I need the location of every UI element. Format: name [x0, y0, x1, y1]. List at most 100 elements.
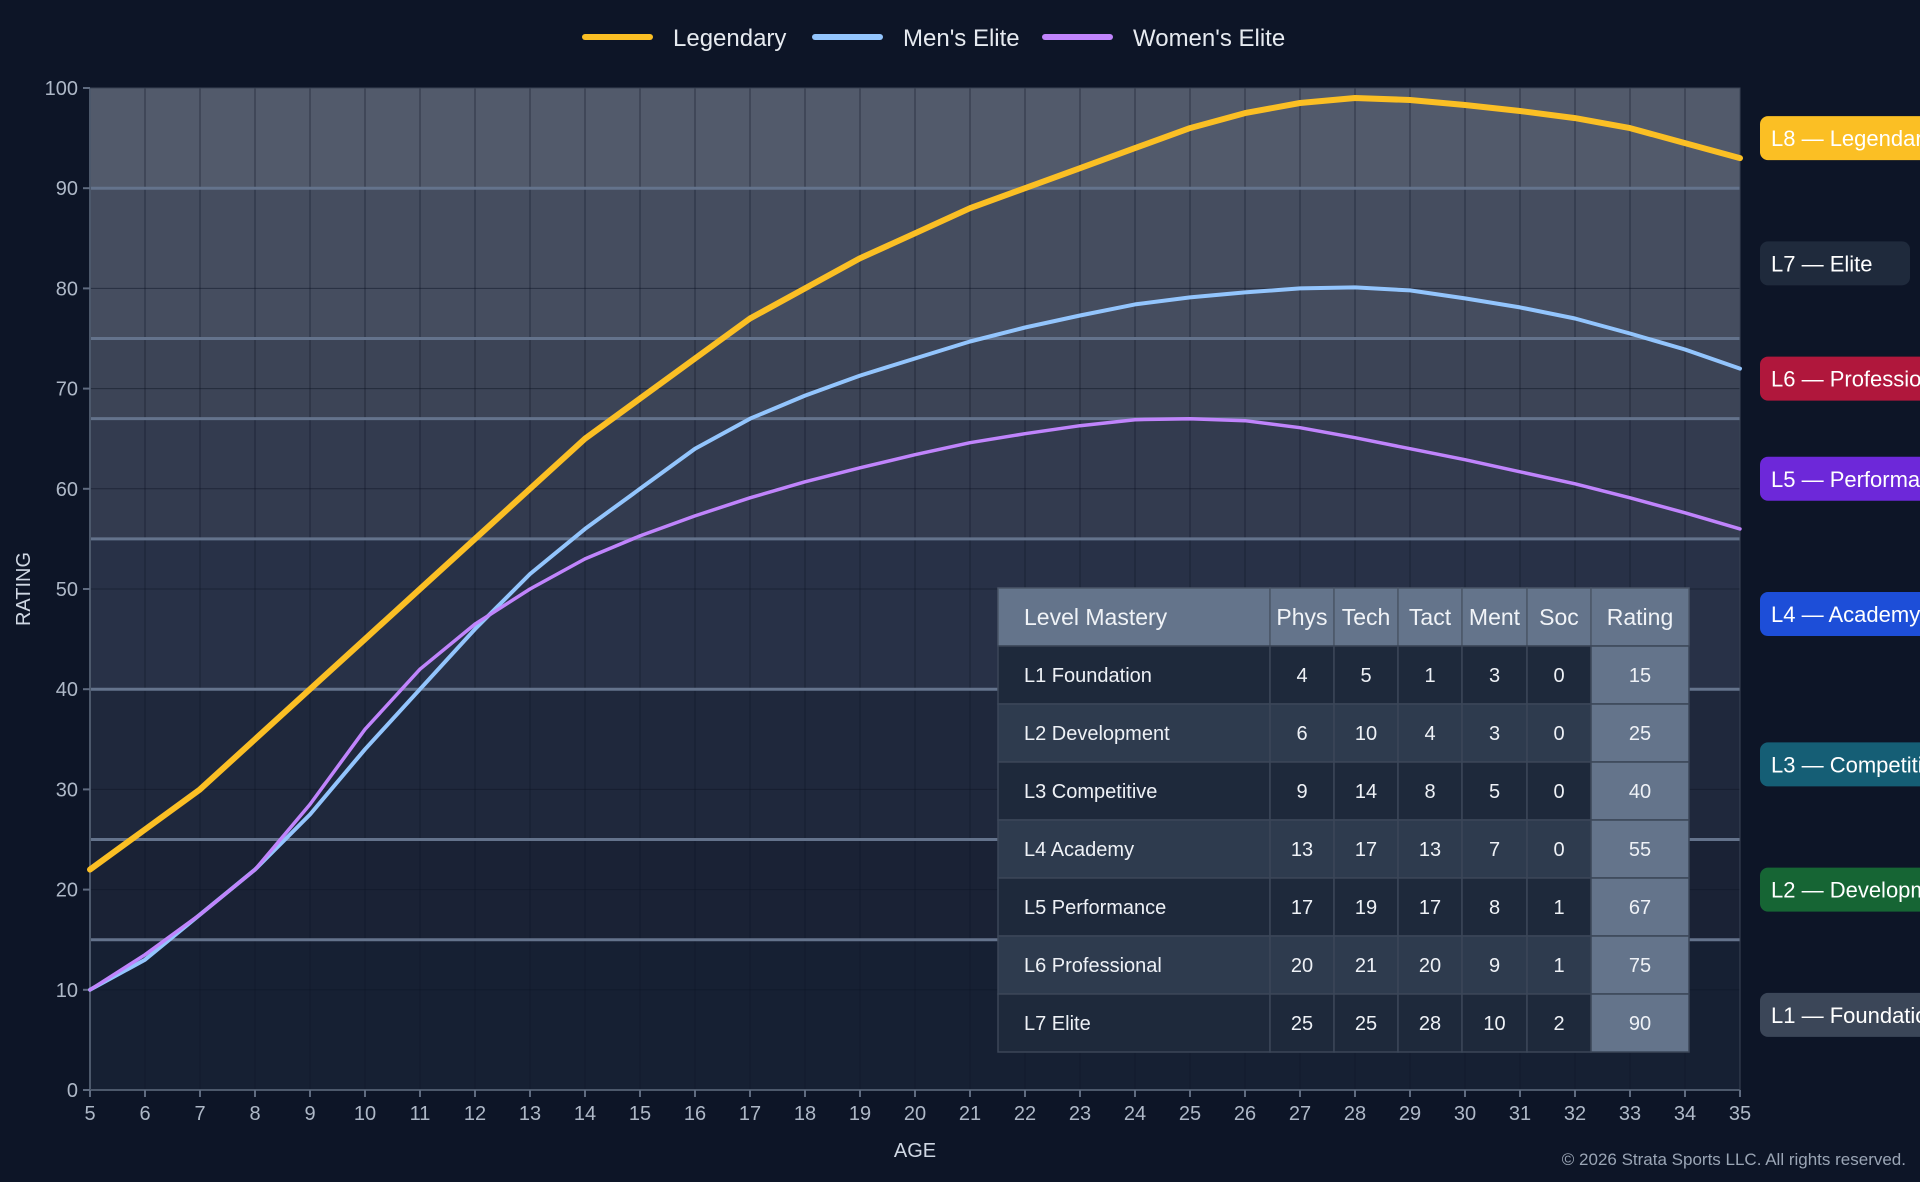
table-cell-value: 7	[1489, 839, 1500, 861]
table-cell	[1461, 703, 1528, 763]
table-header-cell	[1526, 587, 1592, 647]
table-cell	[1397, 993, 1463, 1053]
table-cell	[1590, 877, 1690, 937]
level-label: L3 — Competitive	[1760, 742, 1920, 787]
table-header-label: Tech	[1342, 604, 1391, 630]
table-row-label: L1 Foundation	[1024, 665, 1152, 687]
table-cell	[1269, 703, 1335, 763]
table-row-label: L6 Professional	[1024, 955, 1162, 977]
level-label: L6 — Professional	[1760, 356, 1920, 401]
level-label-text: L4 — Academy	[1771, 602, 1920, 627]
x-tick-label: 27	[1289, 1103, 1311, 1125]
table-cell-value: 75	[1629, 955, 1651, 977]
table-cell-value: 6	[1296, 723, 1307, 745]
legend-label: Women's Elite	[1133, 25, 1285, 52]
table-row-label: L5 Performance	[1024, 897, 1166, 919]
table-cell	[1333, 819, 1399, 879]
table-cell-value: 20	[1291, 955, 1313, 977]
legend-label: Men's Elite	[903, 25, 1020, 52]
table-cell	[1333, 877, 1399, 937]
table-cell	[1526, 993, 1592, 1053]
x-tick-label: 15	[629, 1103, 651, 1125]
level-label-text: L6 — Professional	[1771, 367, 1920, 392]
table-cell	[1590, 819, 1690, 879]
y-tick-label: 0	[67, 1080, 78, 1102]
level-label-bg	[1760, 867, 1920, 912]
table-cell-value: 1	[1553, 897, 1564, 919]
level-label-text: L3 — Competitive	[1771, 752, 1920, 777]
level-label: L8 — Legendary	[1760, 116, 1920, 161]
y-tick-label: 90	[56, 178, 78, 200]
table-cell-value: 0	[1553, 665, 1564, 687]
table-cell-value: 2	[1553, 1013, 1564, 1035]
level-label-bg	[1760, 116, 1920, 161]
table-cell	[1590, 761, 1690, 821]
table-cell	[1461, 935, 1528, 995]
level-label-bg	[1760, 356, 1920, 401]
table-cell	[997, 761, 1271, 821]
table-cell-value: 28	[1419, 1013, 1441, 1035]
table-cell-value: 10	[1483, 1013, 1505, 1035]
level-label-text: L8 — Legendary	[1771, 126, 1920, 151]
table-header-label: Ment	[1469, 604, 1521, 630]
y-tick-label: 30	[56, 779, 78, 801]
table-cell-value: 4	[1296, 665, 1307, 687]
x-tick-label: 23	[1069, 1103, 1091, 1125]
table-cell-value: 90	[1629, 1013, 1651, 1035]
table-cell-value: 15	[1629, 665, 1651, 687]
x-tick-label: 10	[354, 1103, 376, 1125]
table-cell-value: 0	[1553, 723, 1564, 745]
table-cell	[1269, 993, 1335, 1053]
table-cell-value: 17	[1355, 839, 1377, 861]
table-cell-value: 8	[1489, 897, 1500, 919]
x-tick-label: 14	[574, 1103, 596, 1125]
x-tick-label: 33	[1619, 1103, 1641, 1125]
y-axis-title: RATING	[13, 552, 35, 626]
table-cell	[1397, 935, 1463, 995]
table-cell-value: 3	[1489, 723, 1500, 745]
level-label-text: L5 — Performance	[1771, 467, 1920, 492]
table-cell-value: 1	[1553, 955, 1564, 977]
table-cell-value: 3	[1489, 665, 1500, 687]
table-cell	[1269, 761, 1335, 821]
y-tick-label: 100	[45, 78, 78, 100]
level-label-bg	[1760, 241, 1910, 286]
x-tick-label: 5	[84, 1103, 95, 1125]
table-cell-value: 4	[1424, 723, 1435, 745]
level-label: L2 — Development	[1760, 867, 1920, 912]
y-tick-label: 40	[56, 679, 78, 701]
table-cell-value: 17	[1419, 897, 1441, 919]
y-tick-label: 10	[56, 980, 78, 1002]
level-label-bg	[1760, 456, 1920, 501]
table-header-cell	[1590, 587, 1690, 647]
x-tick-label: 11	[410, 1103, 431, 1125]
x-tick-label: 35	[1729, 1103, 1751, 1125]
table-header-label: Tact	[1409, 604, 1452, 630]
table-cell	[1590, 993, 1690, 1053]
level-label: L4 — Academy	[1760, 592, 1920, 637]
table-header-label: Soc	[1539, 604, 1579, 630]
table-cell	[997, 877, 1271, 937]
series-line-0	[87, 95, 1743, 873]
y-tick-label: 20	[56, 880, 78, 902]
table-cell	[1397, 645, 1463, 705]
table-cell-value: 5	[1489, 781, 1500, 803]
legend-item: Women's Elite	[1042, 25, 1285, 52]
x-tick-label: 25	[1179, 1103, 1201, 1125]
level-label: L5 — Performance	[1760, 456, 1920, 501]
table-cell	[1461, 993, 1528, 1053]
table-cell	[1397, 819, 1463, 879]
table-cell-value: 5	[1360, 665, 1371, 687]
y-tick-label: 80	[56, 278, 78, 300]
table-cell-value: 17	[1291, 897, 1313, 919]
x-tick-label: 32	[1564, 1103, 1586, 1125]
level-label-bg	[1760, 992, 1920, 1037]
table-cell-value: 9	[1489, 955, 1500, 977]
level-label-text: L1 — Foundation	[1771, 1003, 1920, 1028]
series-line-1	[88, 285, 1742, 992]
table-cell-value: 25	[1291, 1013, 1313, 1035]
y-tick-label: 60	[56, 479, 78, 501]
table-cell	[1526, 877, 1592, 937]
table-cell	[997, 935, 1271, 995]
